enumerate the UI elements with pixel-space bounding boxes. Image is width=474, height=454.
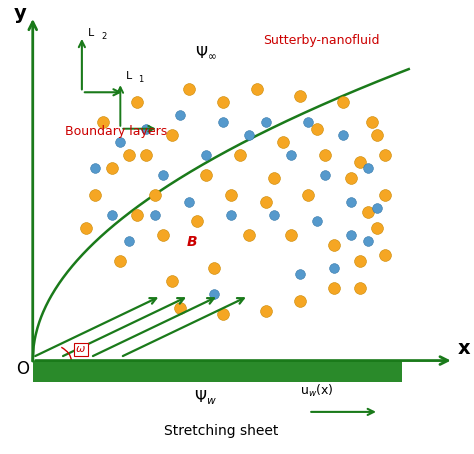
Text: $\Psi_{\infty}$: $\Psi_{\infty}$ (195, 44, 217, 61)
Text: Sutterby-nanofluid: Sutterby-nanofluid (263, 34, 379, 47)
Bar (33, 360, 402, 382)
Text: Boundary layers: Boundary layers (65, 125, 167, 138)
Text: u$_{w}$(x): u$_{w}$(x) (300, 383, 333, 400)
Text: L: L (126, 71, 132, 81)
Text: L: L (88, 28, 94, 38)
Text: 1: 1 (138, 75, 144, 84)
Text: B: B (187, 235, 197, 249)
Text: Stretching sheet: Stretching sheet (164, 424, 278, 438)
Text: y: y (14, 5, 26, 24)
Text: $\omega$: $\omega$ (75, 344, 86, 354)
Text: x: x (458, 339, 471, 358)
Text: 2: 2 (101, 32, 106, 41)
Text: O: O (16, 360, 28, 378)
Text: $\Psi_{w}$: $\Psi_{w}$ (194, 388, 217, 407)
